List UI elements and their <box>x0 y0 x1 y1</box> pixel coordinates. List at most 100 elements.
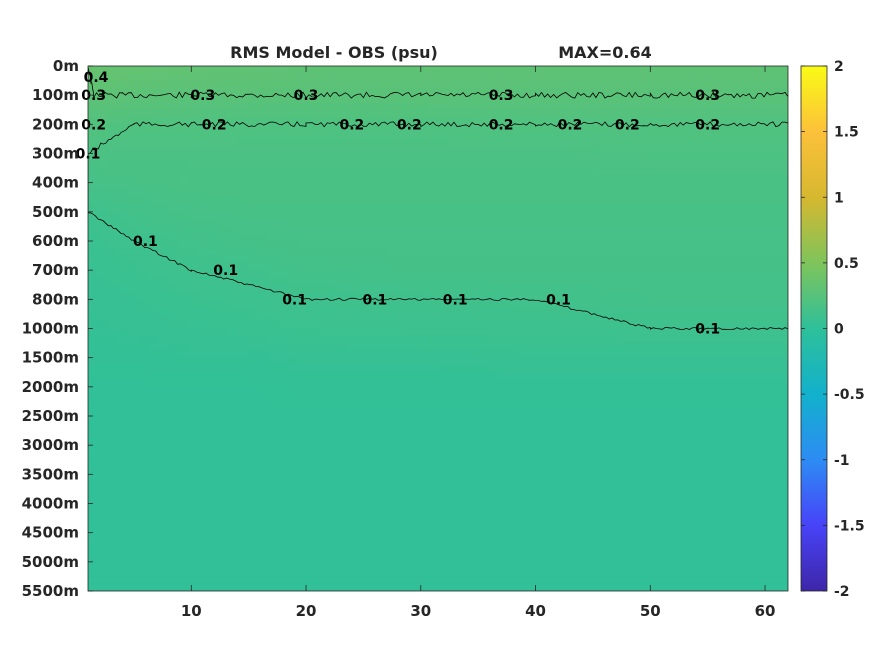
heatmap-cell <box>358 284 369 293</box>
heatmap-cell <box>408 80 419 89</box>
heatmap-cell <box>198 204 209 213</box>
heatmap-cell <box>548 131 559 140</box>
heatmap-cell <box>708 95 719 104</box>
heatmap-cell <box>328 160 339 169</box>
heatmap-cell <box>428 73 439 82</box>
heatmap-cell <box>558 445 569 454</box>
heatmap-cell <box>268 554 279 563</box>
heatmap-cell <box>478 80 489 89</box>
heatmap-cell <box>138 445 149 454</box>
heatmap-cell <box>228 532 239 541</box>
heatmap-cell <box>478 569 489 578</box>
heatmap-cell <box>748 576 759 585</box>
heatmap-cell <box>718 357 729 366</box>
heatmap-cell <box>408 284 419 293</box>
heatmap-cell <box>778 80 788 89</box>
heatmap-cell <box>228 445 239 454</box>
heatmap-cell <box>88 474 99 483</box>
heatmap-cell <box>678 452 689 461</box>
heatmap-cell <box>418 175 429 184</box>
heatmap-field <box>88 66 788 591</box>
heatmap-cell <box>508 496 519 505</box>
heatmap-cell <box>708 226 719 235</box>
heatmap-cell <box>588 211 599 220</box>
heatmap-cell <box>108 262 119 271</box>
heatmap-cell <box>138 408 149 417</box>
heatmap-cell <box>568 386 579 395</box>
heatmap-cell <box>428 576 439 585</box>
heatmap-cell <box>388 219 399 228</box>
heatmap-cell <box>228 401 239 410</box>
heatmap-cell <box>678 430 689 439</box>
heatmap-cell <box>278 423 289 432</box>
heatmap-cell <box>718 437 729 446</box>
heatmap-cell <box>588 233 599 242</box>
heatmap-cell <box>198 328 209 337</box>
heatmap-cell <box>708 109 719 118</box>
heatmap-cell <box>228 561 239 570</box>
heatmap-cell <box>108 284 119 293</box>
heatmap-cell <box>528 146 539 155</box>
heatmap-cell <box>458 102 469 111</box>
heatmap-cell <box>138 262 149 271</box>
heatmap-cell <box>638 284 649 293</box>
heatmap-cell <box>468 226 479 235</box>
heatmap-cell <box>428 539 439 548</box>
heatmap-cell <box>738 350 749 359</box>
heatmap-cell <box>738 488 749 497</box>
heatmap-cell <box>358 299 369 308</box>
heatmap-cell <box>238 211 249 220</box>
heatmap-cell <box>578 66 589 74</box>
heatmap-cell <box>668 146 679 155</box>
heatmap-cell <box>368 270 379 279</box>
heatmap-cell <box>618 211 629 220</box>
heatmap-cell <box>768 547 779 556</box>
heatmap-cell <box>748 532 759 541</box>
heatmap-cell <box>688 124 699 133</box>
heatmap-cell <box>448 459 459 468</box>
heatmap-cell <box>398 496 409 505</box>
heatmap-cell <box>378 160 389 169</box>
heatmap-cell <box>458 394 469 403</box>
heatmap-cell <box>328 452 339 461</box>
heatmap-cell <box>468 277 479 286</box>
heatmap-cell <box>468 175 479 184</box>
heatmap-cell <box>728 299 739 308</box>
heatmap-cell <box>148 386 159 395</box>
heatmap-cell <box>138 131 149 140</box>
heatmap-cell <box>498 226 509 235</box>
heatmap-cell <box>248 518 259 526</box>
heatmap-cell <box>408 430 419 439</box>
heatmap-cell <box>128 408 139 417</box>
heatmap-cell <box>658 459 669 468</box>
heatmap-cell <box>698 313 709 322</box>
heatmap-cell <box>468 160 479 169</box>
heatmap-cell <box>108 379 119 388</box>
heatmap-cell <box>718 211 729 220</box>
heatmap-cell <box>238 583 249 591</box>
heatmap-cell <box>708 525 719 534</box>
heatmap-cell <box>368 364 379 373</box>
heatmap-cell <box>378 299 389 308</box>
heatmap-cell <box>628 233 639 242</box>
heatmap-cell <box>438 372 449 381</box>
heatmap-cell <box>628 401 639 410</box>
heatmap-cell <box>178 255 189 264</box>
heatmap-cell <box>628 518 639 526</box>
heatmap-cell <box>618 117 629 125</box>
heatmap-cell <box>108 248 119 257</box>
heatmap-cell <box>338 313 349 322</box>
heatmap-cell <box>328 153 339 162</box>
heatmap-cell <box>418 401 429 410</box>
heatmap-cell <box>148 241 159 249</box>
heatmap-cell <box>478 343 489 351</box>
heatmap-cell <box>638 576 649 585</box>
heatmap-cell <box>428 153 439 162</box>
heatmap-cell <box>768 416 779 424</box>
heatmap-cell <box>558 153 569 162</box>
heatmap-cell <box>418 467 429 475</box>
heatmap-cell <box>668 372 679 381</box>
heatmap-cell <box>678 95 689 104</box>
heatmap-cell <box>678 219 689 228</box>
heatmap-cell <box>698 408 709 417</box>
